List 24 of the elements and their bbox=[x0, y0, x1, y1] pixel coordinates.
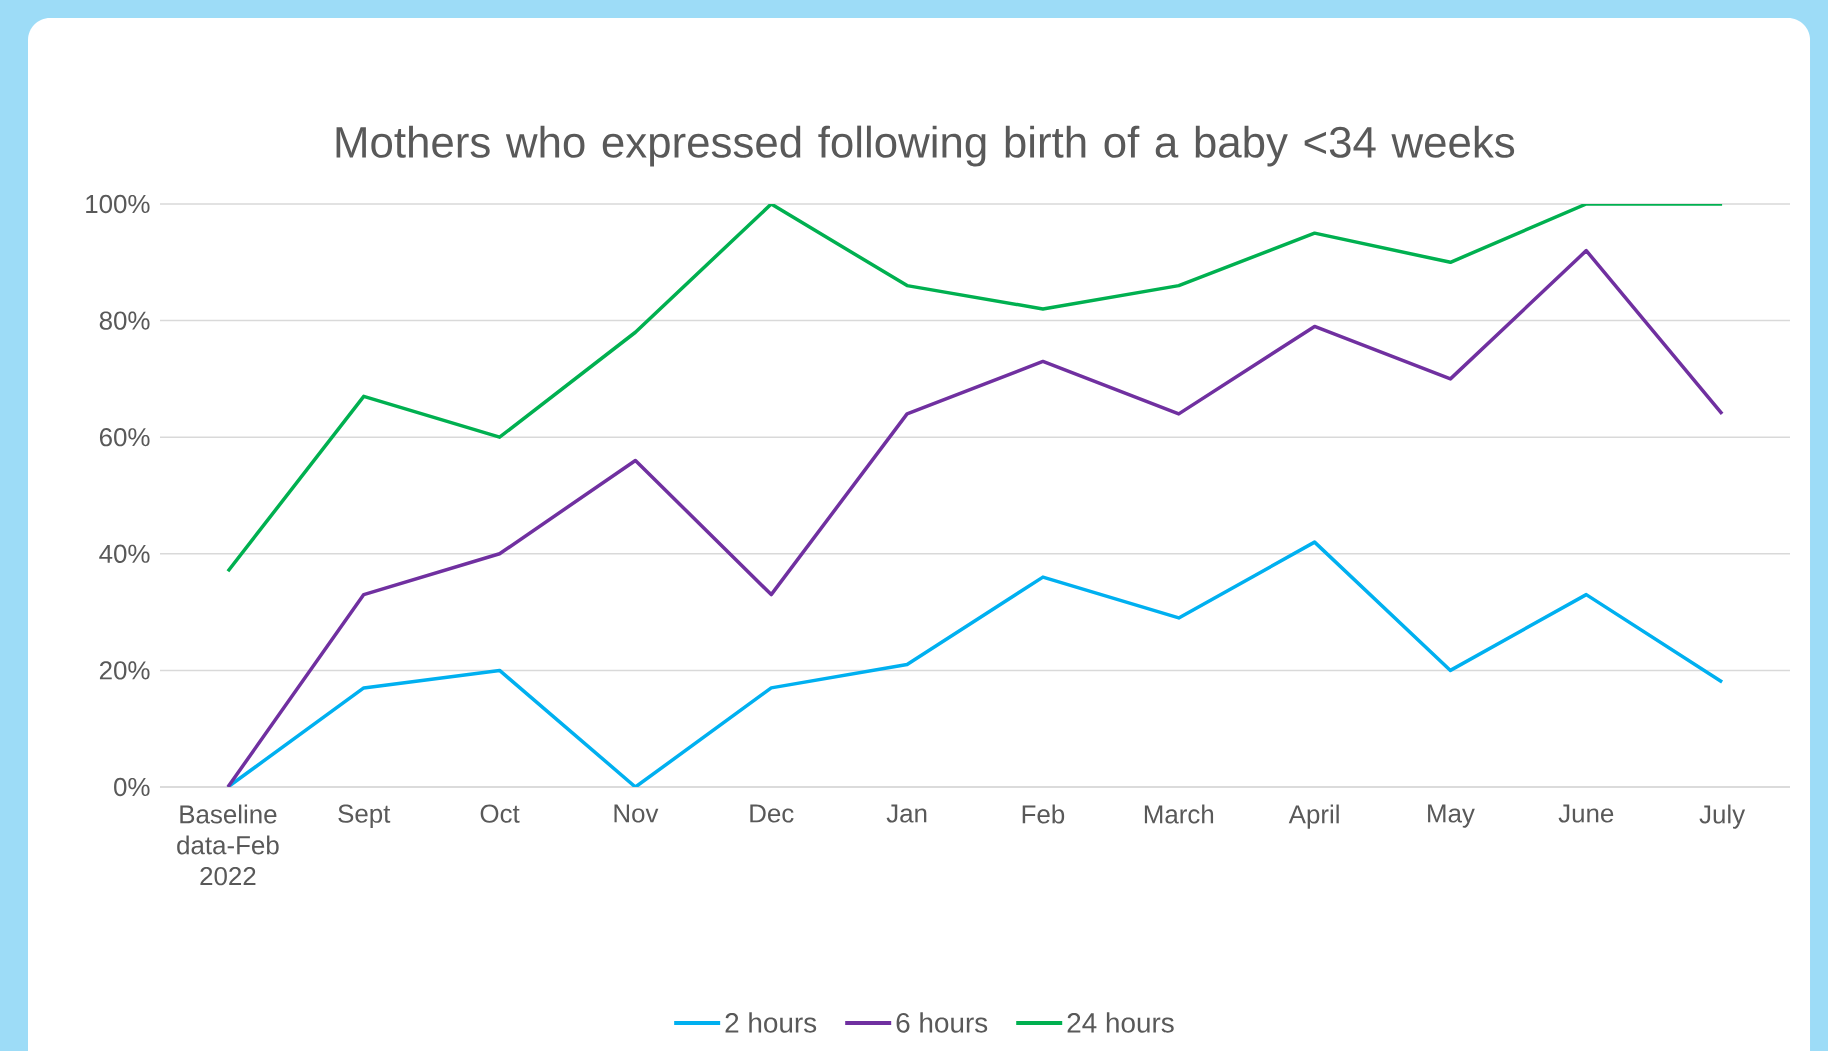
x-tick-label: May bbox=[1428, 804, 1475, 828]
x-tick-label: Nov bbox=[614, 804, 659, 823]
legend-label: 6 hours bbox=[896, 1012, 988, 1033]
x-tick-label: Feb bbox=[1022, 804, 1065, 824]
y-tick-label: 0% bbox=[114, 777, 150, 797]
x-tick-label: Oct bbox=[480, 804, 520, 823]
chart-title: Mothers who expressed following birth of a baby <34 weeks bbox=[336, 125, 1515, 167]
y-tick-label: 40% bbox=[99, 544, 150, 563]
x-tick-label: Sept bbox=[338, 804, 391, 828]
x-tick-label: Dec bbox=[750, 804, 794, 823]
legend-label: 24 hours bbox=[1067, 1012, 1174, 1033]
y-tick-label: 80% bbox=[99, 311, 150, 330]
line-series bbox=[226, 203, 1724, 574]
line-series bbox=[226, 248, 1724, 787]
y-tick-label: 100% bbox=[86, 194, 150, 214]
legend-label: 2 hours bbox=[725, 1012, 817, 1033]
x-tick-label: June bbox=[1558, 804, 1614, 823]
x-tick-label: Baseline data-Feb 2022 bbox=[177, 804, 279, 886]
x-tick-label: July bbox=[1699, 804, 1746, 829]
y-tick-label: 20% bbox=[99, 661, 150, 680]
y-tick-label: 60% bbox=[99, 428, 150, 447]
x-tick-label: March bbox=[1144, 804, 1214, 824]
x-tick-label: Jan bbox=[886, 804, 927, 823]
x-tick-label: April bbox=[1288, 804, 1339, 829]
